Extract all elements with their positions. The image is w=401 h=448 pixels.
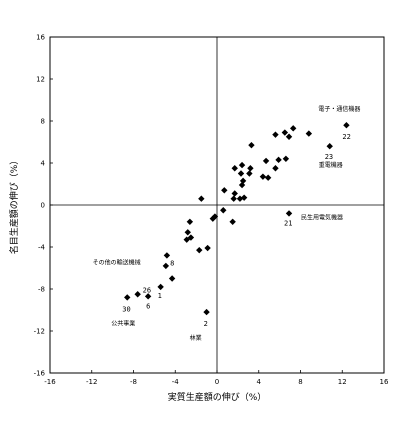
annotation-label: 30 <box>122 305 130 313</box>
y-tick-label: 16 <box>36 34 45 42</box>
data-points <box>124 122 350 316</box>
x-tick-label: 4 <box>257 378 262 386</box>
data-point <box>183 236 190 243</box>
data-point <box>238 181 246 189</box>
data-point <box>289 125 297 132</box>
data-point <box>237 170 245 177</box>
data-point <box>163 252 171 259</box>
data-point <box>262 157 270 165</box>
y-tick-label: 8 <box>41 118 45 126</box>
data-point <box>230 195 237 202</box>
y-tick-label: -4 <box>38 244 46 252</box>
annotation-label: 1 <box>158 292 162 300</box>
data-point <box>204 244 211 252</box>
data-point <box>248 141 255 149</box>
y-tick-label: -16 <box>34 370 46 378</box>
y-tick-label: -8 <box>38 286 45 294</box>
data-point <box>144 293 152 300</box>
data-point <box>162 262 170 270</box>
x-tick-label: 16 <box>380 378 389 386</box>
data-point <box>247 165 254 172</box>
annotation-label: 6 <box>146 302 150 310</box>
x-axis-title: 実質生産額の伸び（%） <box>168 391 267 403</box>
x-tick-label: -4 <box>172 378 180 386</box>
data-point <box>231 190 238 197</box>
y-axis-title: 名目生産額の伸び（%） <box>8 156 20 255</box>
y-tick-label: 4 <box>41 160 46 168</box>
annotation-label: 21 <box>284 219 292 227</box>
y-tick-label: 12 <box>36 76 45 84</box>
annotation-label: 26 <box>143 286 151 294</box>
data-point <box>157 283 164 291</box>
y-axis-ticks: -16 -12 -8 -4 0 4 8 12 16 <box>34 34 53 378</box>
data-point <box>343 122 350 129</box>
data-point <box>134 291 141 298</box>
data-point <box>209 215 217 222</box>
data-point <box>238 161 246 169</box>
data-point <box>221 187 228 194</box>
x-tick-label: -12 <box>86 378 97 386</box>
y-tick-label: 0 <box>41 202 45 210</box>
data-point <box>272 131 279 138</box>
data-point <box>272 165 279 172</box>
data-point <box>259 173 267 180</box>
annotation-label: 公共事業 <box>111 319 135 327</box>
annotation-label: 民生用電気機器 <box>301 213 343 221</box>
data-point <box>275 156 282 164</box>
data-point <box>124 294 131 301</box>
y-tick-label: -12 <box>34 328 45 336</box>
data-point <box>229 218 236 225</box>
annotation-label: 電子・通信機器 <box>318 105 360 113</box>
data-point <box>285 210 293 217</box>
data-point <box>231 165 238 172</box>
data-point <box>196 246 203 254</box>
data-point <box>285 133 293 140</box>
zero-lines <box>50 37 384 373</box>
x-tick-label: 8 <box>298 378 302 386</box>
data-point <box>281 129 289 136</box>
x-tick-label: 0 <box>215 378 219 386</box>
data-point <box>264 174 272 181</box>
annotation-label: 22 <box>342 133 350 141</box>
annotation-label: 8 <box>170 260 174 268</box>
data-point <box>184 229 191 236</box>
data-point <box>220 207 227 214</box>
data-point <box>246 170 253 177</box>
x-tick-label: -8 <box>130 378 137 386</box>
data-point <box>326 143 333 150</box>
data-point <box>186 218 194 225</box>
annotation-label: 林業 <box>190 334 202 342</box>
data-point <box>282 155 290 162</box>
data-point <box>198 195 205 202</box>
annotation-label: 重電機器 <box>319 161 343 169</box>
data-point <box>203 308 210 316</box>
data-point <box>305 130 313 137</box>
x-axis-ticks: -16 -12 -8 -4 0 4 8 12 16 <box>44 370 389 386</box>
x-tick-label: -16 <box>44 378 56 386</box>
annotation-label: 23 <box>325 153 333 161</box>
x-tick-label: 12 <box>338 378 347 386</box>
annotation-label: 2 <box>204 320 208 328</box>
data-point <box>168 275 176 282</box>
annotation-label: その他の輸送機械 <box>93 258 141 266</box>
data-point <box>240 194 248 201</box>
